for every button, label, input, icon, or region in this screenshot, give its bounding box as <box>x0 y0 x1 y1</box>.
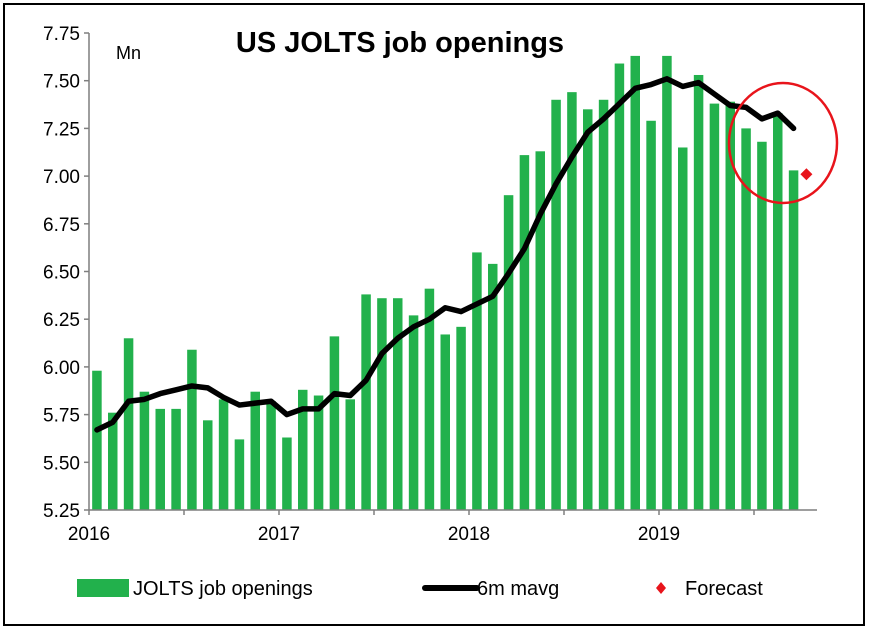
forecast-point <box>800 168 813 181</box>
bar-32 <box>598 99 609 510</box>
bar-43 <box>773 113 783 510</box>
bar-22 <box>440 334 450 510</box>
highlight-circle <box>727 81 839 205</box>
bar-0 <box>92 370 102 510</box>
bar-36 <box>662 55 672 511</box>
bar-38 <box>693 74 704 510</box>
bar-21 <box>424 288 435 510</box>
x-tick-label: 2017 <box>258 524 300 545</box>
bar-19 <box>393 298 403 510</box>
forecast-series <box>800 168 813 181</box>
y-tick-label: 6.50 <box>43 263 80 284</box>
x-tick-labels: 2016 2017 2018 2019 <box>68 524 680 545</box>
bar-8 <box>218 399 229 510</box>
y-tick-label: 7.00 <box>43 167 80 188</box>
unit-label: Mn <box>116 43 141 63</box>
bar-14 <box>313 395 324 510</box>
bar-35 <box>646 120 656 511</box>
bar-23 <box>456 326 466 510</box>
y-tick-label: 7.75 <box>43 24 80 45</box>
y-tick-label: 5.75 <box>43 406 80 427</box>
y-tick-label: 5.25 <box>43 501 80 522</box>
bar-25 <box>488 263 498 510</box>
bar-15 <box>329 336 340 510</box>
bar-13 <box>298 389 308 510</box>
x-tick-label: 2016 <box>68 524 110 545</box>
bar-26 <box>503 195 514 510</box>
bar-16 <box>345 399 355 510</box>
legend-label-bars: JOLTS job openings <box>133 578 313 600</box>
y-tick-label: 7.50 <box>43 72 80 93</box>
bar-20 <box>408 315 419 510</box>
y-tick-label: 7.25 <box>43 119 80 140</box>
chart-frame: 7.75 7.50 7.25 7.00 6.75 6.50 6.25 6.00 5.75 5.50… <box>3 3 865 626</box>
legend: JOLTS job openings 6m mavg Forecast <box>77 578 763 600</box>
bar-series <box>92 55 799 511</box>
bar-12 <box>282 437 292 510</box>
bar-9 <box>234 439 245 510</box>
legend-swatch-bars <box>77 579 129 597</box>
bar-29 <box>551 99 561 510</box>
bar-4 <box>155 408 165 510</box>
bar-7 <box>203 420 213 510</box>
x-tick-label: 2019 <box>638 524 680 545</box>
bar-41 <box>741 128 751 510</box>
legend-label-forecast: Forecast <box>685 578 763 600</box>
bar-27 <box>519 155 530 511</box>
bar-1 <box>108 412 118 510</box>
y-tick-label: 6.00 <box>43 358 80 379</box>
bar-10 <box>250 391 260 510</box>
bar-31 <box>583 109 593 510</box>
bar-33 <box>614 63 625 510</box>
bar-37 <box>678 147 688 511</box>
y-tick-label: 5.50 <box>43 453 80 474</box>
line-series <box>94 76 797 433</box>
bar-6 <box>187 349 197 510</box>
bar-3 <box>139 391 150 510</box>
bar-34 <box>630 55 640 511</box>
jolts-chart: 7.75 7.50 7.25 7.00 6.75 6.50 6.25 6.00 5.75 5.50… <box>43 24 839 600</box>
legend-label-line: 6m mavg <box>477 578 559 600</box>
chart-title: US JOLTS job openings <box>236 27 564 59</box>
x-tick-label: 2018 <box>448 524 490 545</box>
bar-11 <box>266 401 276 510</box>
bar-42 <box>757 141 767 510</box>
bar-44 <box>788 170 799 510</box>
bar-30 <box>567 92 577 511</box>
y-tick-label: 6.75 <box>43 215 80 236</box>
y-tick-labels: 7.75 7.50 7.25 7.00 6.75 6.50 6.25 6.00 5.75 5.50… <box>43 24 80 522</box>
mavg-line <box>94 76 797 433</box>
bar-39 <box>709 103 720 510</box>
bar-18 <box>377 298 387 510</box>
bar-17 <box>361 294 371 510</box>
bar-40 <box>725 101 735 510</box>
legend-swatch-forecast <box>656 582 666 594</box>
bar-5 <box>171 408 181 510</box>
bar-28 <box>535 151 545 511</box>
axes <box>84 32 817 515</box>
y-tick-label: 6.25 <box>43 310 80 331</box>
bar-2 <box>123 338 134 510</box>
bar-24 <box>472 252 482 511</box>
